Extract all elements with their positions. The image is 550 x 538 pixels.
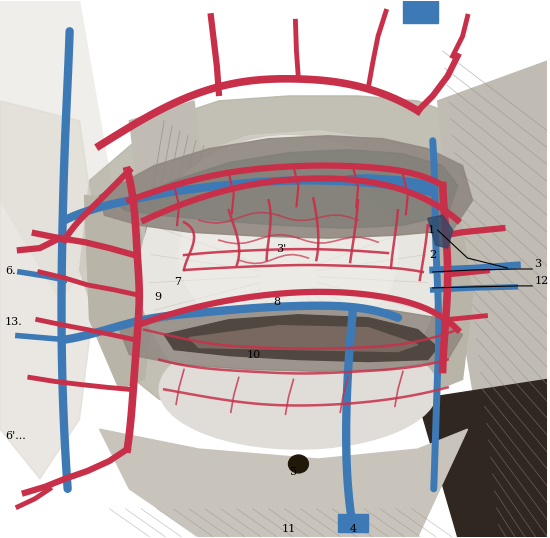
Text: 3: 3 — [534, 259, 541, 269]
Ellipse shape — [139, 136, 438, 414]
Text: 7: 7 — [174, 277, 181, 287]
Polygon shape — [189, 325, 418, 351]
Text: 1: 1 — [428, 225, 435, 235]
Polygon shape — [164, 315, 438, 362]
Text: 12: 12 — [534, 276, 548, 286]
Ellipse shape — [289, 455, 309, 473]
Polygon shape — [438, 61, 547, 536]
Text: 13.: 13. — [5, 317, 23, 327]
Text: 8: 8 — [273, 297, 281, 307]
Polygon shape — [100, 136, 472, 238]
Ellipse shape — [179, 171, 398, 339]
Polygon shape — [119, 308, 463, 371]
Polygon shape — [85, 195, 154, 390]
Text: 4: 4 — [350, 523, 357, 534]
Polygon shape — [119, 150, 458, 228]
Text: 6'...: 6'... — [5, 431, 26, 441]
FancyBboxPatch shape — [403, 2, 438, 23]
Polygon shape — [149, 131, 428, 355]
Polygon shape — [0, 101, 100, 479]
Polygon shape — [408, 190, 472, 390]
Ellipse shape — [159, 330, 438, 449]
Text: 5: 5 — [290, 467, 297, 477]
Polygon shape — [129, 101, 209, 270]
Polygon shape — [418, 379, 547, 536]
Text: 2: 2 — [430, 250, 437, 260]
Text: 3': 3' — [277, 244, 287, 254]
Text: 6.: 6. — [5, 266, 15, 276]
Polygon shape — [428, 215, 453, 248]
Polygon shape — [0, 2, 119, 300]
Text: 9: 9 — [154, 292, 161, 302]
Polygon shape — [80, 96, 497, 419]
Text: 11: 11 — [282, 523, 295, 534]
Text: 10: 10 — [247, 350, 261, 359]
Polygon shape — [100, 429, 468, 536]
FancyBboxPatch shape — [338, 514, 368, 532]
